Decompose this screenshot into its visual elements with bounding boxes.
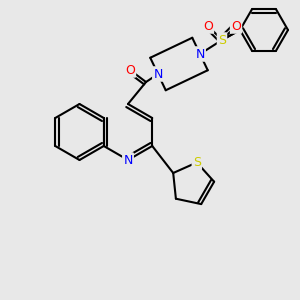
Text: N: N bbox=[195, 47, 205, 61]
Text: N: N bbox=[123, 154, 133, 166]
Text: O: O bbox=[231, 20, 241, 32]
Text: S: S bbox=[193, 156, 201, 169]
Text: O: O bbox=[125, 64, 135, 76]
Text: S: S bbox=[218, 34, 226, 46]
Text: O: O bbox=[203, 20, 213, 32]
Text: N: N bbox=[153, 68, 163, 80]
